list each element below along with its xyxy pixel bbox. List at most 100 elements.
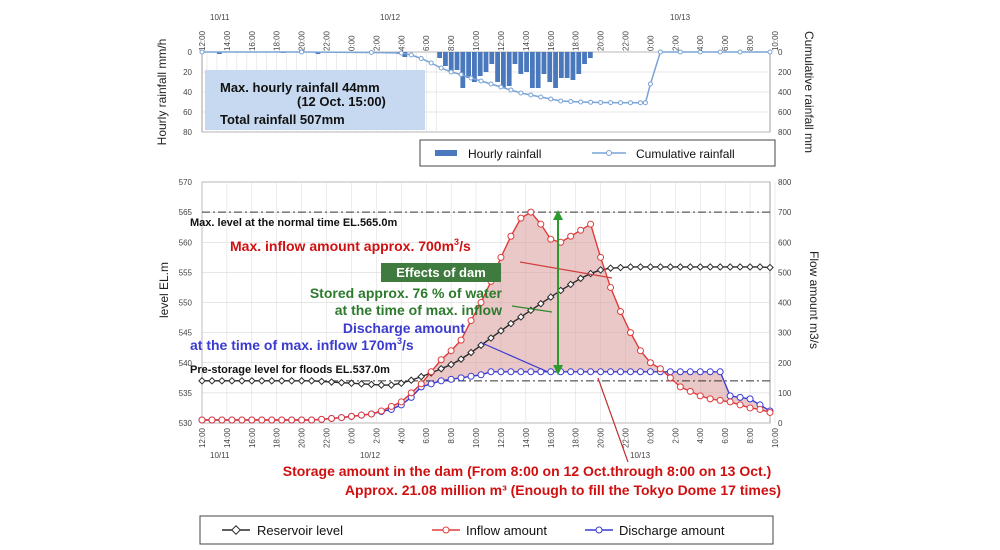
- discharge-amount-point: [726, 392, 734, 400]
- discharge-amount-point: [666, 368, 674, 376]
- reservoir-level-point: [716, 263, 724, 271]
- reservoir-level-point: [347, 379, 356, 388]
- reservoir-legend: Reservoir level Inflow amount Discharge …: [199, 515, 774, 545]
- cumulative-rainfall-point: [438, 65, 444, 71]
- total-rainfall-label: Total rainfall 507mm: [220, 112, 345, 127]
- legend-inflow-marker: [442, 526, 450, 534]
- inflow-amount-point: [597, 253, 605, 261]
- rainfall-x-tick-label: 22:00: [323, 30, 332, 51]
- inflow-amount-point: [676, 383, 684, 391]
- rainfall-x-tick-label: 6:00: [721, 35, 730, 51]
- reservoir-level-point: [407, 376, 416, 385]
- cumulative-rainfall-point: [558, 98, 564, 104]
- inflow-amount-point: [338, 414, 346, 422]
- inflow-amount-point: [318, 415, 326, 423]
- level-tick-label: 570: [179, 178, 193, 187]
- reservoir-x-tick-label: 16:00: [547, 427, 556, 448]
- inflow-amount-line: [202, 211, 771, 421]
- level-tick-label: 535: [179, 389, 193, 398]
- reservoir-level-point: [287, 377, 296, 385]
- cumulative-rainfall-point: [618, 100, 624, 106]
- inflow-amount-point: [706, 395, 714, 403]
- inflow-amount-point: [328, 414, 336, 422]
- reservoir-level-point: [576, 274, 585, 283]
- inflow-amount-point: [288, 416, 296, 424]
- discharge-amount-point: [716, 368, 724, 376]
- cumulative-rainfall-point: [488, 81, 494, 87]
- rainfall-x-tick-label: 6:00: [422, 35, 431, 51]
- cumulative-rainfall-point: [528, 92, 534, 98]
- hourly-rainfall-bar: [460, 52, 466, 88]
- cumulative-rainfall-point: [697, 49, 703, 55]
- inflow-amount-point: [746, 404, 754, 412]
- inflow-amount-point: [497, 253, 505, 261]
- flow-tick-label: 700: [778, 208, 792, 217]
- reference-level-lines: [202, 211, 770, 382]
- inflow-amount-point: [308, 416, 316, 424]
- pre-storage-level-label: Pre-storage level for floods EL.537.0m: [190, 364, 390, 376]
- reservoir-level-point: [367, 380, 376, 389]
- reservoir-tick-labels: 530 535 540 545 550 555 560 565 570 0 100 200 300 400…: [179, 178, 792, 460]
- cumulative-rainfall-point: [299, 49, 305, 55]
- level-tick-label: 550: [179, 299, 193, 308]
- cumulative-rainfall-point: [588, 99, 594, 105]
- hourly-rainfall-bar: [454, 52, 460, 70]
- cumulative-rainfall-point: [657, 49, 663, 55]
- flow-tick-label: 0: [778, 419, 783, 428]
- flow-tick-label: 300: [778, 329, 792, 338]
- discharge-amount-point: [646, 368, 654, 376]
- rainfall-left-tick-label: 40: [183, 88, 192, 97]
- inflow-amount-point: [716, 396, 724, 404]
- discharge-amount-point: [736, 393, 744, 401]
- reservoir-x-tick-label: 18:00: [273, 427, 282, 448]
- discharge-amount-point: [577, 368, 585, 376]
- inflow-amount-point: [756, 405, 764, 413]
- reservoir-x-tick-label: 4:00: [397, 427, 406, 443]
- reservoir-level-point: [696, 263, 705, 271]
- reservoir-level-point: [676, 263, 685, 271]
- reservoir-level-point: [636, 263, 645, 271]
- max-inflow-pointer: [519, 261, 613, 279]
- rainfall-date-label: 10/13: [670, 13, 691, 22]
- discharge-at-max-unit: /s: [402, 337, 414, 353]
- cumulative-rainfall-point: [408, 52, 414, 58]
- level-tick-label: 565: [179, 208, 193, 217]
- reservoir-level-point: [257, 377, 266, 385]
- reservoir-level-point: [666, 263, 675, 271]
- discharge-amount-point: [487, 368, 495, 376]
- inflow-amount-point: [417, 380, 425, 388]
- reservoir-x-tick-label: 8:00: [447, 427, 456, 443]
- reservoir-date-label: 10/11: [210, 451, 230, 460]
- cumulative-rainfall-point: [637, 100, 643, 106]
- inflow-amount-point: [766, 408, 774, 416]
- hourly-rainfall-bar: [512, 52, 518, 64]
- discharge-amount-point: [507, 368, 515, 376]
- hourly-rainfall-bar: [443, 52, 448, 66]
- legend-discharge-marker: [595, 526, 603, 534]
- discharge-amount-point: [706, 368, 714, 376]
- level-tick-label: 530: [179, 419, 193, 428]
- cumulative-rainfall-point: [538, 94, 544, 100]
- discharge-amount-point: [447, 375, 455, 383]
- reservoir-level-point: [307, 377, 316, 385]
- max-hourly-rainfall-date: (12 Oct. 15:00): [297, 94, 386, 109]
- discharge-amount-point: [597, 368, 605, 376]
- reservoir-legend-box: [199, 515, 774, 545]
- cumulative-rainfall-point: [677, 49, 683, 55]
- hourly-rainfall-bar: [570, 52, 576, 80]
- cumulative-rainfall-point: [498, 84, 504, 90]
- reservoir-level-point: [228, 377, 236, 385]
- cumulative-rainfall-point: [478, 78, 484, 84]
- discharge-amount-point: [497, 368, 505, 376]
- cumulative-rainfall-point: [458, 72, 464, 77]
- level-tick-label: 540: [179, 359, 193, 368]
- rainfall-x-tick-label: 14:00: [223, 30, 232, 51]
- reservoir-level-point: [616, 263, 625, 272]
- inflow-amount-point: [367, 410, 375, 418]
- reservoir-level-point: [686, 263, 695, 271]
- cumulative-rainfall-point: [368, 50, 374, 55]
- rainfall-right-tick-label: 800: [778, 128, 792, 137]
- rainfall-x-tick-label: 16:00: [547, 30, 556, 51]
- flow-tick-label: 600: [778, 238, 792, 247]
- reservoir-level-point: [447, 360, 455, 369]
